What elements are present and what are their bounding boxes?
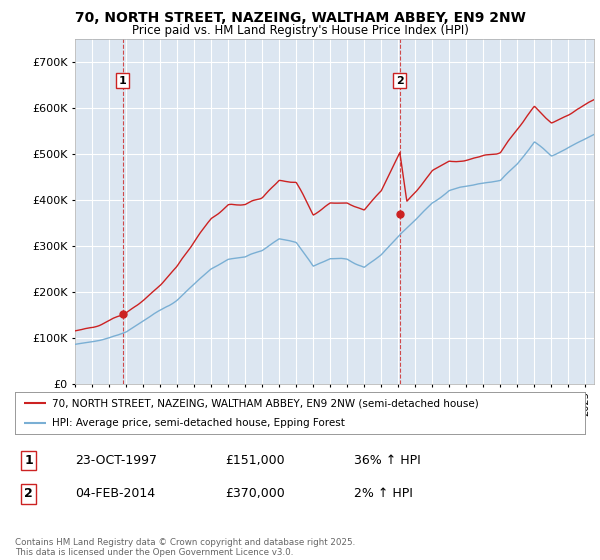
Text: Contains HM Land Registry data © Crown copyright and database right 2025.
This d: Contains HM Land Registry data © Crown c… bbox=[15, 538, 355, 557]
Text: Price paid vs. HM Land Registry's House Price Index (HPI): Price paid vs. HM Land Registry's House … bbox=[131, 24, 469, 36]
Text: HPI: Average price, semi-detached house, Epping Forest: HPI: Average price, semi-detached house,… bbox=[52, 418, 345, 428]
Text: 04-FEB-2014: 04-FEB-2014 bbox=[75, 487, 155, 501]
Point bbox=[395, 209, 404, 218]
Text: 1: 1 bbox=[119, 76, 127, 86]
Text: 2% ↑ HPI: 2% ↑ HPI bbox=[354, 487, 413, 501]
Text: 2: 2 bbox=[25, 487, 33, 501]
Point bbox=[118, 310, 128, 319]
Text: £151,000: £151,000 bbox=[225, 454, 284, 467]
Text: 2: 2 bbox=[396, 76, 404, 86]
Text: 70, NORTH STREET, NAZEING, WALTHAM ABBEY, EN9 2NW (semi-detached house): 70, NORTH STREET, NAZEING, WALTHAM ABBEY… bbox=[52, 398, 479, 408]
Text: £370,000: £370,000 bbox=[225, 487, 285, 501]
Text: 36% ↑ HPI: 36% ↑ HPI bbox=[354, 454, 421, 467]
Text: 70, NORTH STREET, NAZEING, WALTHAM ABBEY, EN9 2NW: 70, NORTH STREET, NAZEING, WALTHAM ABBEY… bbox=[74, 11, 526, 25]
Text: 23-OCT-1997: 23-OCT-1997 bbox=[75, 454, 157, 467]
Text: 1: 1 bbox=[25, 454, 33, 467]
